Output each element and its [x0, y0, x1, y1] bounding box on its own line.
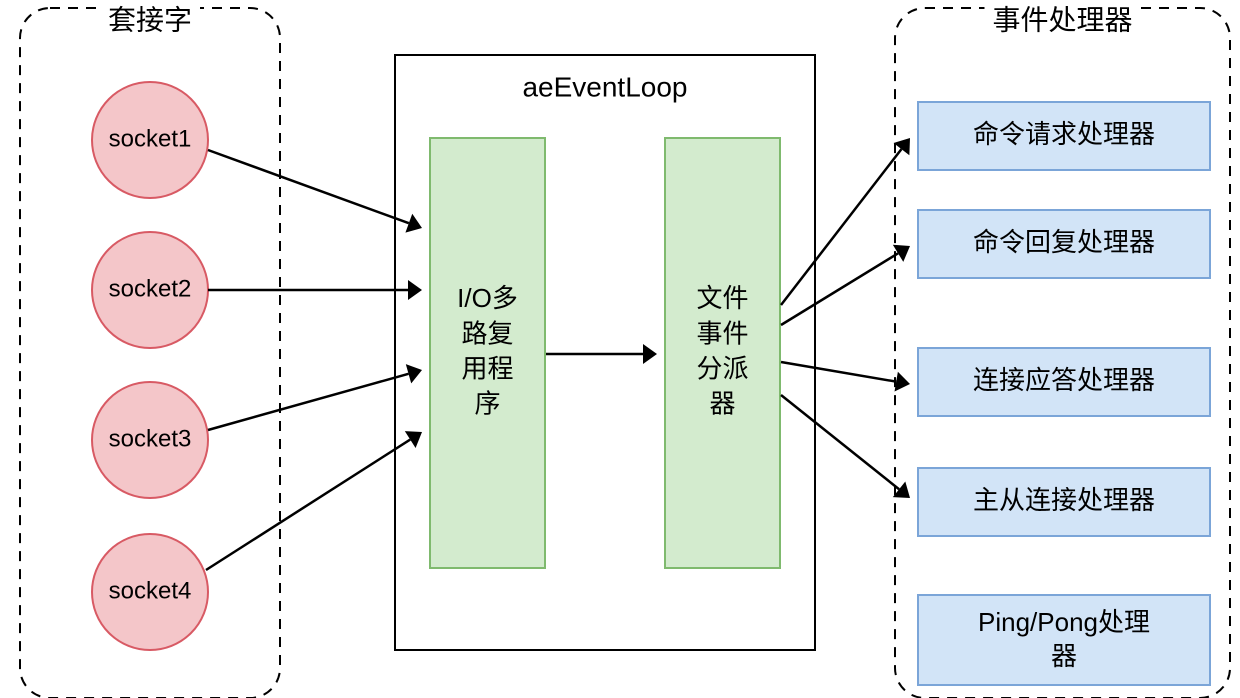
sockets-title: 套接字 [108, 4, 192, 35]
handler-label: Ping/Pong处理 [978, 607, 1150, 637]
event-loop-title: aeEventLoop [522, 71, 687, 102]
socket-label: socket4 [109, 577, 192, 604]
handler-label: 主从连接处理器 [973, 485, 1155, 515]
dispatcher-label: 事件 [696, 318, 748, 348]
handler-label: 命令回复处理器 [973, 227, 1155, 257]
handler-label: 器 [1051, 641, 1077, 671]
architecture-diagram: 套接字 socket1 socket2 socket3 socket4 aeEventLo… [0, 0, 1240, 698]
dispatcher-label: 分派 [696, 353, 748, 383]
io-multiplexer-label: 用程 [461, 353, 513, 383]
io-multiplexer-label: 路复 [461, 318, 513, 348]
socket-label: socket3 [109, 425, 192, 452]
handlers-title: 事件处理器 [992, 4, 1132, 35]
io-multiplexer-label: 序 [474, 389, 500, 419]
socket-label: socket1 [109, 125, 192, 152]
io-multiplexer-label: I/O多 [457, 283, 518, 313]
handler-label: 连接应答处理器 [973, 365, 1155, 395]
dispatcher-label: 器 [709, 389, 735, 419]
socket-label: socket2 [109, 275, 192, 302]
dispatcher-label: 文件 [696, 283, 748, 313]
handler-label: 命令请求处理器 [973, 119, 1155, 149]
